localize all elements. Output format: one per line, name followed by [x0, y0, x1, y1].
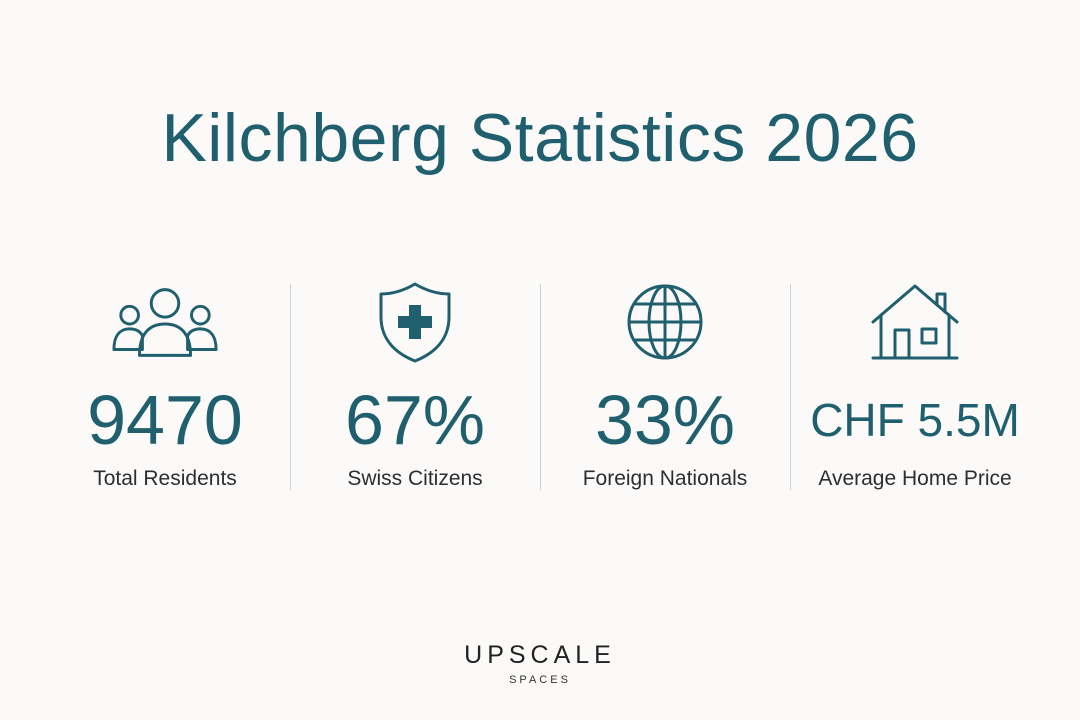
stat-value: 9470	[87, 381, 243, 459]
stat-label: Foreign Nationals	[582, 467, 748, 490]
stat-label: Average Home Price	[818, 467, 1012, 490]
stat-label: Swiss Citizens	[347, 467, 483, 490]
stat-value: 67%	[344, 381, 486, 459]
stat-average-home-price: CHF 5.5M Average Home Price	[790, 282, 1040, 492]
divider	[540, 284, 541, 490]
divider	[790, 284, 791, 490]
stat-label: Total Residents	[93, 467, 237, 490]
globe-icon	[610, 282, 720, 362]
brand-logo: UPSCALE SPACES	[0, 640, 1080, 688]
page-title: Kilchberg Statistics 2026	[161, 100, 919, 176]
stat-total-residents: 9470 Total Residents	[40, 282, 290, 492]
brand-name: UPSCALE	[464, 641, 616, 669]
stat-foreign-nationals: 33% Foreign Nationals	[540, 282, 790, 492]
brand-tagline: SPACES	[509, 674, 571, 686]
stat-swiss-citizens: 67% Swiss Citizens	[290, 282, 540, 492]
stat-value: CHF 5.5M	[810, 394, 1020, 446]
people-group-icon	[110, 282, 220, 362]
stat-value: 33%	[594, 381, 736, 459]
divider	[290, 284, 291, 490]
stats-row: 9470 Total Residents 67% Swiss Citizens	[40, 282, 1040, 492]
house-icon	[860, 282, 970, 362]
shield-cross-icon	[360, 282, 470, 363]
